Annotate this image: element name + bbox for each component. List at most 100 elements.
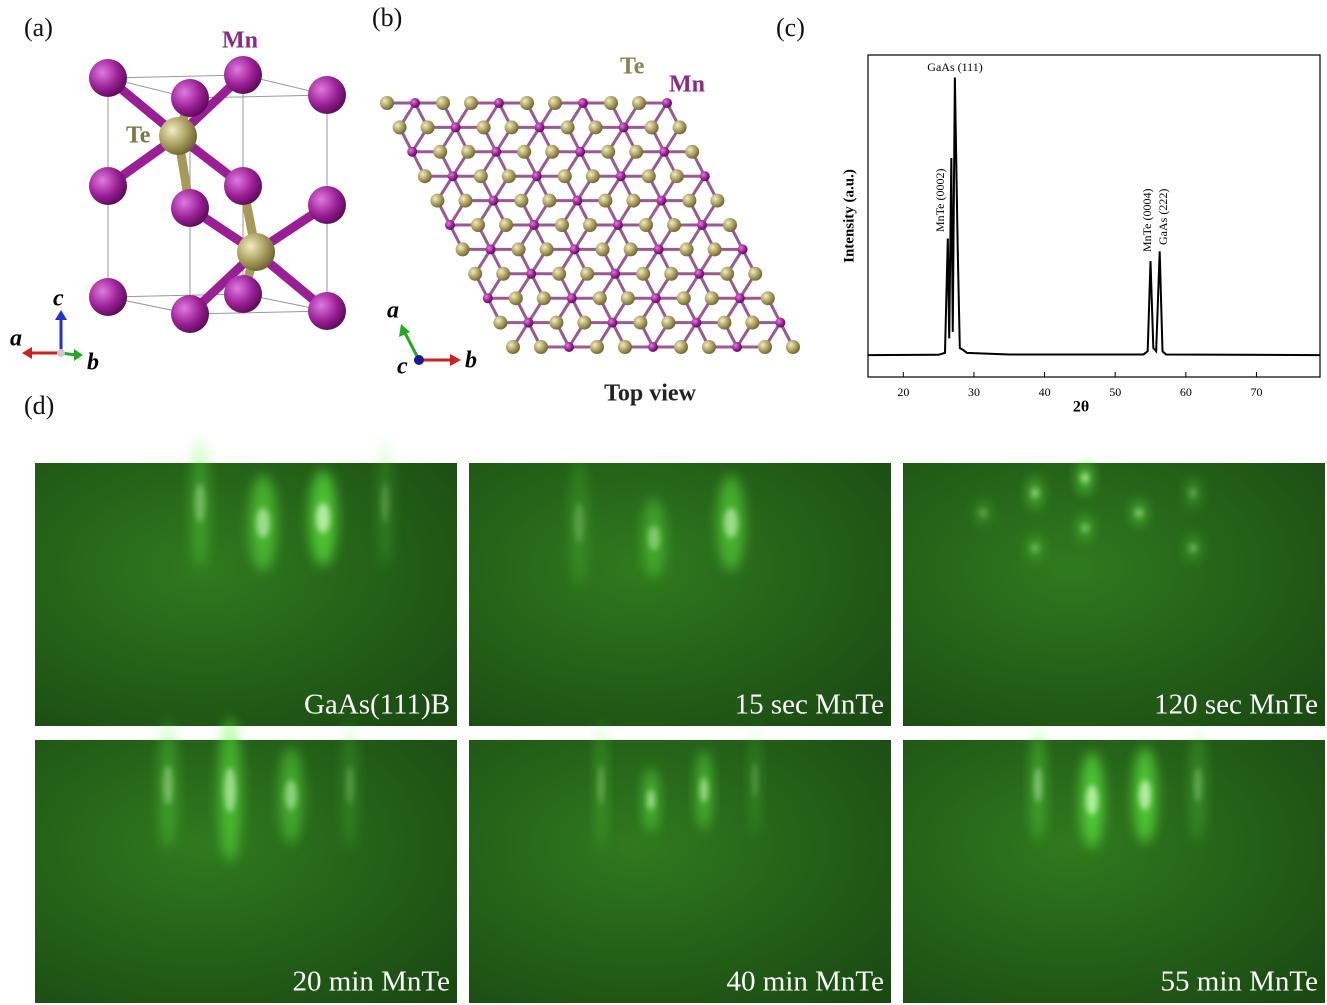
mn-atom xyxy=(648,342,658,352)
te-atom xyxy=(629,145,643,159)
te-atom xyxy=(590,340,604,354)
atom-label: Te xyxy=(620,54,645,80)
axis-label: c xyxy=(397,354,408,380)
te-atom xyxy=(673,120,687,134)
spot xyxy=(1031,544,1039,552)
te-atom xyxy=(682,194,696,208)
te-atom xyxy=(436,96,450,110)
mn-atom xyxy=(491,147,501,157)
rheed-image: GaAs(111)B xyxy=(35,439,457,726)
spot xyxy=(648,526,660,551)
image-label: 55 min MnTe xyxy=(1161,966,1318,998)
te-atom xyxy=(677,291,691,305)
te-atom xyxy=(506,340,520,354)
mn-atom xyxy=(451,122,461,132)
spot xyxy=(1031,488,1039,498)
te-atom xyxy=(430,194,444,208)
mn-atom xyxy=(607,318,617,328)
te-atom xyxy=(621,291,635,305)
te-atom xyxy=(702,340,716,354)
te-atom xyxy=(636,267,650,281)
mn-atom xyxy=(691,318,701,328)
mn-atom xyxy=(483,293,493,303)
te-atom xyxy=(499,218,513,232)
te-atom xyxy=(548,96,562,110)
spot xyxy=(1135,509,1143,517)
spot xyxy=(381,483,389,523)
mn-atom xyxy=(488,196,498,206)
mn-atom xyxy=(651,293,661,303)
x-tick-label: 50 xyxy=(1109,385,1121,399)
spot xyxy=(1034,768,1042,803)
te-atom xyxy=(624,242,638,256)
te-atom xyxy=(545,145,559,159)
te-atom xyxy=(542,194,556,208)
te-atom xyxy=(596,242,610,256)
te-atom xyxy=(786,340,800,354)
image-label: GaAs(111)B xyxy=(304,689,450,721)
spot xyxy=(700,778,708,803)
spot xyxy=(256,508,270,538)
spot xyxy=(195,483,205,523)
te-atom xyxy=(512,242,526,256)
spot xyxy=(1189,544,1197,552)
bonds xyxy=(108,75,327,314)
mn-atom xyxy=(494,98,504,108)
te-atom xyxy=(639,218,653,232)
mn-atom xyxy=(529,220,539,230)
te-atom xyxy=(583,218,597,232)
mn-atom xyxy=(775,318,785,328)
x-tick-label: 20 xyxy=(897,385,909,399)
mn-atom xyxy=(572,196,582,206)
atom-label: Mn xyxy=(222,28,258,54)
te-atom xyxy=(670,169,684,183)
te-atom xyxy=(520,96,534,110)
mn-atom xyxy=(656,196,666,206)
mn-atom xyxy=(732,342,742,352)
mn-atom xyxy=(526,269,536,279)
te-atom xyxy=(723,218,737,232)
mn-atom xyxy=(697,220,707,230)
xrd-chart: Intensity (a.u.) 2θ 203040506070GaAs (11… xyxy=(841,55,1320,416)
mn-atom xyxy=(654,244,664,254)
te-atom xyxy=(708,242,722,256)
te-atom xyxy=(418,169,432,183)
te-atom xyxy=(720,267,734,281)
mn-atom xyxy=(407,147,417,157)
rheed-image: 20 min MnTe xyxy=(35,718,457,1003)
spot xyxy=(1139,780,1151,810)
rheed-image: 120 sec MnTe xyxy=(903,462,1325,726)
x-tick-label: 40 xyxy=(1039,385,1051,399)
x-tick-label: 60 xyxy=(1180,385,1192,399)
spot xyxy=(647,790,655,810)
axis-label: a xyxy=(10,326,22,352)
mn-atom xyxy=(738,244,748,254)
te-atom xyxy=(549,316,563,330)
atom-label: Mn xyxy=(669,72,705,98)
image-background xyxy=(35,740,457,1003)
mn-atom xyxy=(735,293,745,303)
te-atom xyxy=(458,194,472,208)
image-background xyxy=(35,463,457,726)
image-background xyxy=(469,463,891,726)
axis-label: c xyxy=(53,286,64,312)
te-atom xyxy=(601,145,615,159)
peak-annotation: MnTe (0002) xyxy=(933,169,947,232)
te-atom xyxy=(758,340,772,354)
mn-atom xyxy=(662,98,672,108)
mn-atom xyxy=(448,171,458,181)
te-atom xyxy=(468,267,482,281)
mn-atom xyxy=(486,244,496,254)
atom-label: Te xyxy=(126,123,151,149)
te-atom xyxy=(477,120,491,134)
peak-annotation: MnTe (0004) xyxy=(1140,189,1154,252)
te-atom xyxy=(393,120,407,134)
panel-label: (b) xyxy=(372,3,402,32)
spot xyxy=(724,508,738,538)
spot xyxy=(598,765,604,805)
mn-atom xyxy=(700,171,710,181)
te-atom xyxy=(618,340,632,354)
te-atom xyxy=(667,218,681,232)
mn-atom xyxy=(578,98,588,108)
spot xyxy=(752,763,758,798)
